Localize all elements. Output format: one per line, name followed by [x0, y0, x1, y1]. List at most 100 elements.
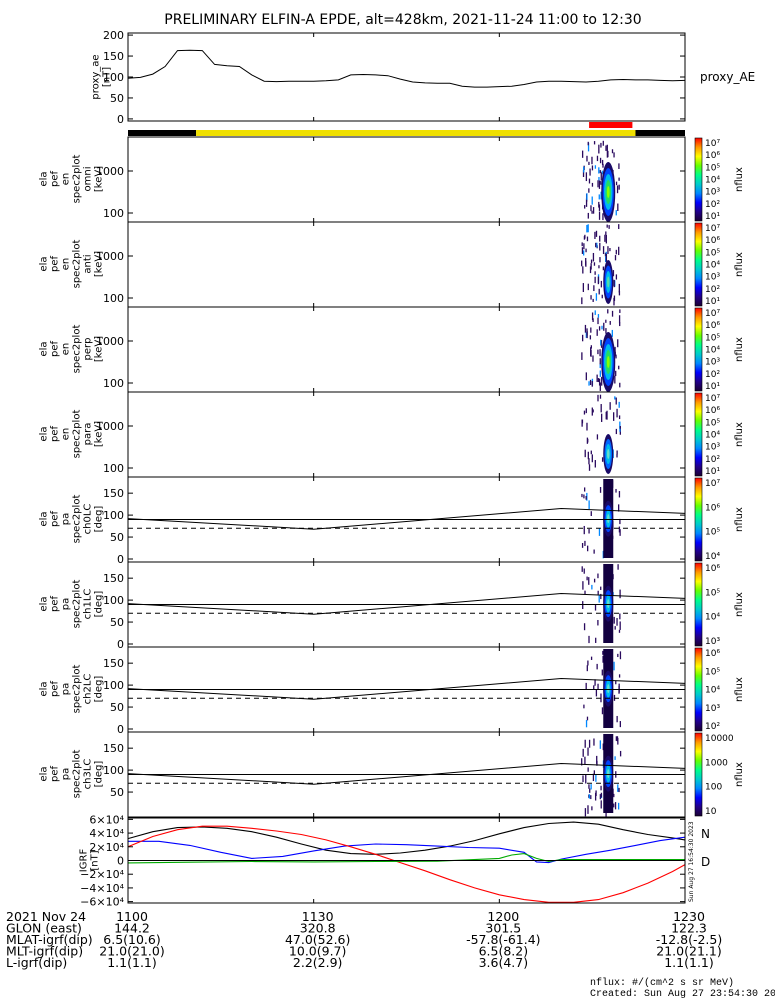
spectrogram-pixel	[584, 739, 586, 748]
spectrogram-pixel	[596, 755, 598, 764]
igrf-ytick-label: 6×10⁴	[89, 813, 124, 826]
pa-spectrogram-core	[607, 514, 610, 524]
colorbar-tick-label: 10⁵	[705, 163, 720, 173]
footer-units: nflux: #/(cm^2 s sr MeV)	[590, 978, 735, 989]
colorbar-label-text: nflux	[734, 762, 745, 787]
energy-ytick-label: 1000	[96, 420, 124, 433]
colorbar-label-text: nflux	[734, 337, 745, 362]
spectrogram-pixel	[591, 196, 593, 205]
spectrogram-pixel	[598, 288, 600, 295]
colorbar-tick-label: 10⁷	[705, 309, 720, 319]
spectrogram-pixel	[619, 309, 621, 313]
spectrogram-pixel	[592, 252, 595, 262]
spectrogram-pixel	[582, 266, 584, 274]
energy-panel-ylabel: ela pef en spec2plot omni [keV]	[39, 155, 105, 204]
pa-ytick-label: 100	[103, 594, 124, 607]
spectrogram-pixel	[597, 314, 600, 318]
spectrogram-pixel	[583, 166, 585, 173]
spectrogram-pixel	[599, 170, 601, 174]
spectrogram-pixel	[605, 411, 607, 420]
spectrogram-pixel	[600, 404, 602, 413]
spectrogram-pixel	[597, 590, 599, 595]
pa-ytick-label: 150	[103, 487, 124, 500]
spectrogram-pixel	[600, 181, 602, 185]
pa-panel-ylabel-line: pef	[50, 511, 61, 528]
colorbar-label: nflux	[734, 167, 745, 192]
spectrogram-pixel	[602, 140, 604, 146]
spectrogram-pixel	[617, 203, 619, 212]
spectrogram-pixel	[588, 784, 590, 789]
colorbar-tick-label: 10¹	[705, 467, 720, 477]
spectrogram-pixel	[611, 149, 614, 154]
spectrogram-pixel	[591, 182, 594, 187]
energy-panel-ylabel: ela pef en spec2plot perp [keV]	[39, 325, 105, 374]
colorbar-tick-label: 10⁶	[705, 321, 720, 331]
igrf-legend-D: D	[701, 855, 710, 869]
spectrogram-pixel	[594, 604, 597, 611]
proxy-ae-series-label: proxy_AE	[700, 70, 755, 84]
spectrogram-pixel	[588, 577, 590, 585]
spectrogram-pixel	[594, 460, 596, 468]
energy-ytick-label: 1000	[96, 335, 124, 348]
spectrogram-pixel	[611, 310, 614, 317]
spectrogram-pixel	[598, 594, 600, 603]
spectrogram-pixel	[585, 682, 587, 690]
igrf-ytick-label: −6×10⁴	[80, 896, 124, 909]
spectrogram-pixel	[614, 255, 617, 261]
spectrogram-pixel	[602, 650, 604, 655]
igrf-ytick-label: 2×10⁴	[89, 841, 124, 854]
proxy-ae-frame	[127, 32, 686, 122]
colorbar-tick-label: 10³	[705, 188, 720, 198]
spectrogram-pixel	[598, 167, 600, 174]
footer-row-value: 3.6(4.7)	[479, 955, 529, 970]
spectrogram-pixel	[581, 150, 584, 158]
igrf-ylabel-line: [nT]	[90, 850, 101, 870]
spectrogram-pixel	[588, 458, 590, 465]
footer-row-value: 1230	[673, 909, 705, 924]
spectrogram-pixel	[594, 679, 596, 686]
spectrogram-pixel	[590, 327, 592, 333]
footer-row-label: L-igrf(dip)	[6, 955, 67, 970]
pa-panel-ylabel-line: ela	[39, 596, 50, 611]
colorbar-tick-label: 10³	[705, 637, 720, 647]
spectrogram-pixel	[598, 180, 601, 189]
pa-colorbar	[694, 562, 703, 647]
spectrogram-pixel	[587, 747, 589, 756]
spectrogram-pixel	[595, 689, 598, 697]
energy-panel-ylabel-line: para	[83, 423, 94, 446]
spectrogram-pixel	[597, 378, 600, 383]
spectrogram-pixel	[605, 810, 607, 819]
spectrogram-pixel	[619, 518, 621, 525]
spectrogram-pixel	[582, 581, 584, 590]
spectrogram-pixel	[599, 358, 601, 365]
igrf-line-D	[127, 825, 686, 903]
pa-panel-ylabel-line: ela	[39, 681, 50, 696]
pa-panel-ylabel-line: ch2LC	[83, 674, 94, 705]
spectrogram-pixel	[588, 500, 590, 510]
spectrogram-pixel	[613, 280, 615, 288]
colorbar-tick-label: 10³	[705, 443, 720, 453]
spectrogram-pixel	[608, 225, 610, 229]
spectrogram-pixel	[609, 247, 611, 252]
spectrogram-pixel	[615, 370, 617, 377]
spectrogram-pixel	[600, 191, 602, 200]
pa-ytick-label: 50	[110, 531, 124, 544]
energy-panel-ylabel-line: pef	[50, 341, 61, 358]
spectrogram-pixel	[598, 378, 601, 386]
spectrogram-pixel	[618, 291, 621, 296]
spectrogram-pixel	[584, 540, 586, 546]
spectrogram-pixel	[593, 770, 596, 775]
spectrogram-pixel	[605, 328, 607, 334]
pa-panel-ylabel-line: pa	[61, 683, 72, 695]
footer-row-label: MLT-igrf(dip)	[6, 944, 83, 959]
spectrogram-pixel	[599, 235, 601, 242]
spectrogram-pixel	[606, 144, 608, 151]
spectrogram-pixel	[582, 775, 584, 783]
spectrogram-pixel	[581, 543, 584, 548]
energy-panel-ylabel-line: spec2plot	[72, 410, 83, 459]
colorbar-tick-label: 100	[705, 783, 722, 793]
footer-row-value: -57.8(-61.4)	[466, 932, 540, 947]
energy-ytick-label: 100	[103, 207, 124, 220]
pa-colorbar	[694, 732, 703, 817]
colorbar-label-text: nflux	[734, 422, 745, 447]
